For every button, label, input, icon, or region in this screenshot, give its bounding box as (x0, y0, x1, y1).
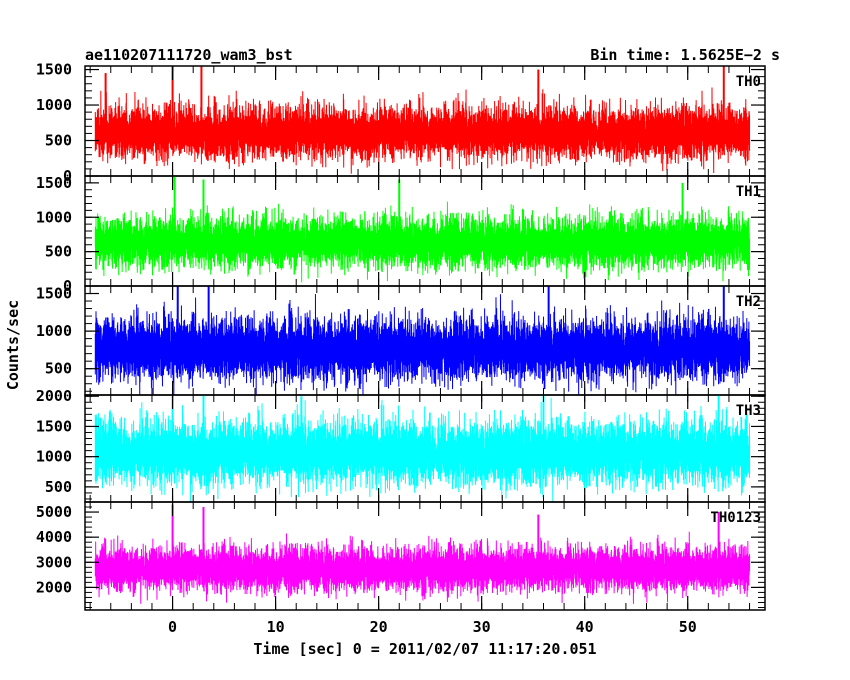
y-tick-label: 5000 (36, 503, 72, 521)
y-tick-label: 1500 (36, 61, 72, 79)
y-tick-label: 1500 (36, 417, 72, 435)
y-tick-label: 500 (45, 360, 72, 378)
channel-label-th0: TH0 (736, 74, 761, 90)
y-tick-label: 1000 (36, 96, 72, 114)
x-tick-label: 20 (370, 618, 388, 636)
trace-th1 (94, 201, 751, 283)
panel-th0123: 2000 3000 4000 5000 TH0123 (36, 501, 766, 611)
trace-th2 (94, 293, 751, 395)
y-tick-label: 2000 (36, 387, 72, 405)
x-tick-label: 10 (267, 618, 285, 636)
y-tick-label: 1000 (36, 208, 72, 226)
y-tick-label: 1500 (36, 174, 72, 192)
panel-th1: 0 500 1000 1500 TH1 (36, 174, 766, 295)
trace-th0 (94, 87, 751, 174)
y-tick-label: 3000 (36, 553, 72, 571)
panel-th0: 0 500 1000 1500 TH0 (36, 61, 766, 185)
y-tick-label: 0 (63, 277, 72, 295)
x-tick-label: 30 (473, 618, 491, 636)
y-tick-label: 500 (45, 132, 72, 150)
x-tick-label: 40 (576, 618, 594, 636)
y-tick-label: 2000 (36, 578, 72, 596)
header-right-bin-time: Bin time: 1.5625E−2 s (590, 46, 780, 64)
channel-label-th3: TH3 (736, 403, 761, 419)
x-axis: 0 10 20 30 40 50 (168, 618, 697, 636)
panel-th2: 500 1000 1500 TH2 (36, 285, 766, 396)
y-tick-label: 4000 (36, 528, 72, 546)
y-tick-label: 1000 (36, 448, 72, 466)
trace-th3 (94, 397, 751, 502)
y-tick-label: 1500 (36, 285, 72, 303)
y-axis-title: Counts/sec (4, 300, 22, 390)
header-left-title: ae110207111720_wam3_bst (85, 46, 293, 64)
x-tick-label: 0 (168, 618, 177, 636)
y-tick-label: 0 (63, 167, 72, 185)
panels-group: 0 500 1000 1500 TH0 0 500 1000 1500 TH1 500 1000 150… (36, 61, 766, 611)
channel-label-th1: TH1 (736, 184, 761, 200)
x-tick-label: 50 (679, 618, 697, 636)
y-tick-label: 500 (45, 478, 72, 496)
y-tick-label: 1000 (36, 322, 72, 340)
channel-label-th0123: TH0123 (710, 510, 761, 526)
trace-th0123 (94, 531, 751, 604)
y-tick-label: 500 (45, 243, 72, 261)
panel-frame (84, 501, 766, 611)
x-axis-title: Time [sec] 0 = 2011/02/07 11:17:20.051 (253, 640, 596, 658)
channel-label-th2: TH2 (736, 294, 761, 310)
panel-th3: 500 1000 1500 2000 TH3 (36, 387, 766, 503)
